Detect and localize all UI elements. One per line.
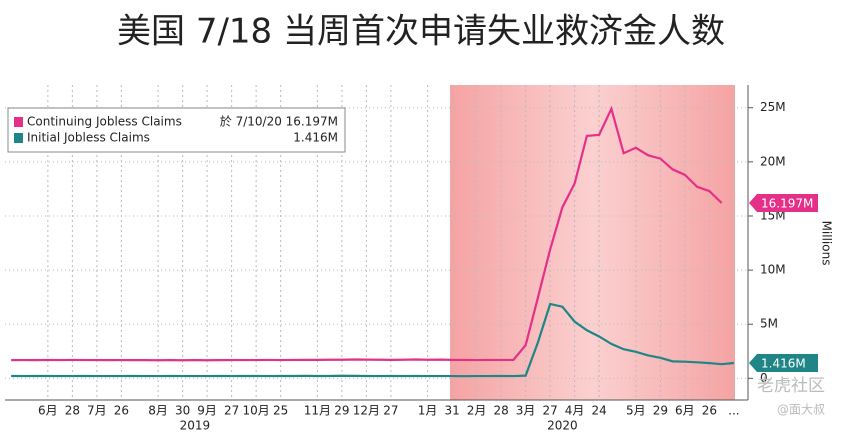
y-tick-label: 25M (760, 100, 786, 114)
x-tick-label: 5月 (626, 404, 646, 418)
x-tick-label: 7月 (87, 404, 107, 418)
y-axis-label: Millions (820, 221, 834, 266)
x-tick-label: 31 (444, 404, 459, 418)
legend-swatch (14, 117, 23, 127)
x-tick-label: 26 (702, 404, 717, 418)
value-label-box (749, 194, 818, 213)
x-tick-label: 27 (383, 404, 398, 418)
legend-box (7, 107, 346, 153)
legend: Continuing Jobless Claims 於 7/10/20 16.19… (7, 107, 346, 153)
legend-note: 於 7/10/20 16.197M (220, 114, 338, 129)
year-label: 2019 (180, 419, 211, 433)
x-tick-label: 12月 (353, 404, 380, 418)
y-tick-label: 20M (760, 154, 786, 168)
x-tick-label: 6月 (675, 404, 695, 418)
series-line (11, 105, 723, 362)
y-tick-label: 0 (760, 371, 768, 385)
x-tick-label: 6月 (38, 404, 58, 418)
x-tick-label: 26 (114, 404, 129, 418)
x-tick-label: 28 (65, 404, 80, 418)
x-tick-label: 2月 (467, 404, 487, 418)
x-tick-label: 1月 (418, 404, 438, 418)
x-tick-label: 24 (591, 404, 606, 418)
x-tick-label: 9月 (197, 404, 217, 418)
value-label-box (749, 354, 818, 373)
value-label: 16.197M (761, 197, 813, 211)
y-tick-label: 10M (760, 263, 786, 277)
legend-swatch (14, 133, 23, 143)
x-tick-label: 11月 (304, 404, 331, 418)
x-tick-label: ... (728, 404, 739, 418)
x-tick-label: 25 (273, 404, 288, 418)
x-tick-label: 30 (175, 404, 190, 418)
x-tick-label: 27 (542, 404, 557, 418)
x-tick-label: 29 (653, 404, 668, 418)
legend-note: 1.416M (293, 131, 338, 145)
y-tick-label: 5M (760, 317, 778, 331)
x-tick-label: 10月 (242, 404, 269, 418)
x-tick-label: 28 (493, 404, 508, 418)
value-label: 1.416M (761, 357, 806, 371)
plot: 16.197M 1.416M (11, 105, 818, 378)
x-tick-label: 29 (334, 404, 349, 418)
watermark: 老虎社区 (757, 376, 825, 396)
x-tick-label: 27 (224, 404, 239, 418)
x-tick-label: 8月 (148, 404, 168, 418)
recession-shading (450, 85, 735, 400)
x-tick-label: 4月 (565, 404, 585, 418)
year-label: 2020 (547, 419, 578, 433)
x-tick-label: 3月 (516, 404, 536, 418)
legend-label: Initial Jobless Claims (27, 131, 150, 145)
chart-title: 美国 7/18 当周首次申请失业救济金人数 (117, 12, 725, 52)
series-line (11, 302, 734, 378)
legend-label: Continuing Jobless Claims (27, 115, 182, 129)
watermark: @面大叔 (777, 403, 825, 417)
